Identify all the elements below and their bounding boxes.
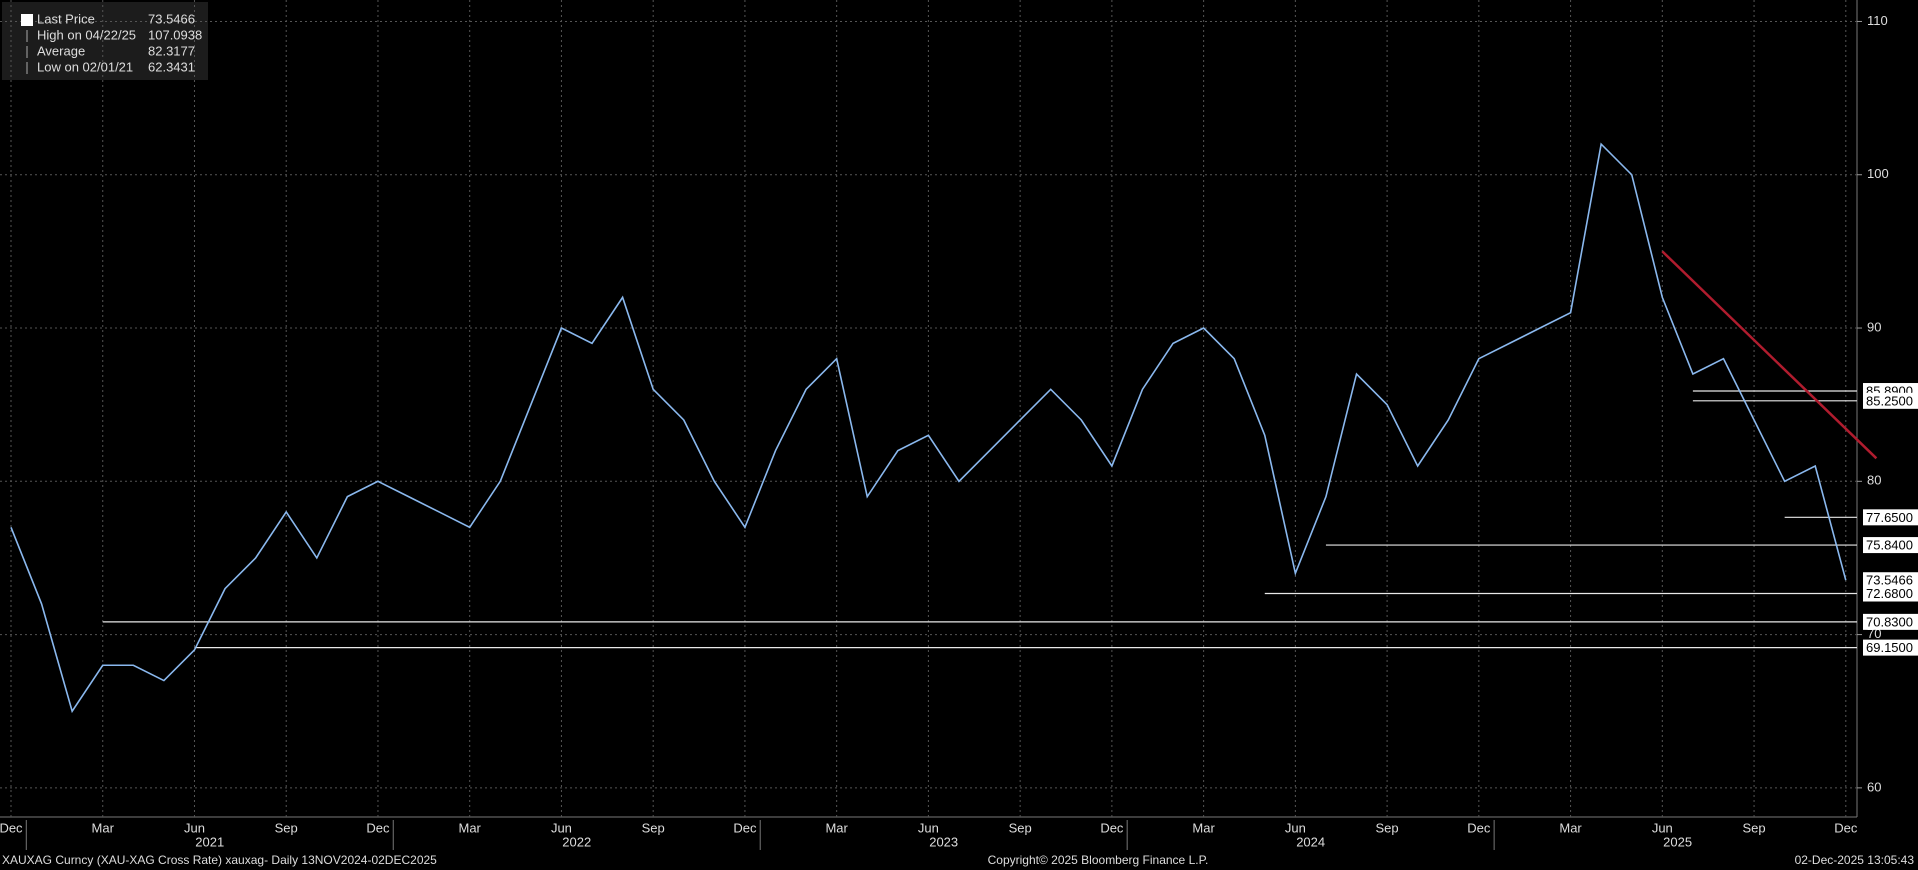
level-label: 72.6800 bbox=[1866, 586, 1913, 601]
x-tick-label: Mar bbox=[825, 820, 848, 835]
level-label: 75.8400 bbox=[1866, 538, 1913, 553]
year-label: 2022 bbox=[562, 834, 591, 849]
level-label-box bbox=[1863, 639, 1918, 656]
legend-value: 62.3431 bbox=[148, 59, 195, 74]
x-tick-label: Jun bbox=[184, 820, 205, 835]
level-label-box bbox=[1863, 572, 1918, 589]
year-label: 2021 bbox=[195, 834, 224, 849]
legend-value: 107.0938 bbox=[148, 27, 202, 42]
x-tick-label: Jun bbox=[918, 820, 939, 835]
y-tick-label: 90 bbox=[1867, 319, 1881, 334]
level-label-box bbox=[1863, 537, 1918, 554]
level-label: 77.6500 bbox=[1866, 510, 1913, 525]
x-tick-label: Jun bbox=[1285, 820, 1306, 835]
footer-center: Copyright© 2025 Bloomberg Finance L.P. bbox=[988, 853, 1209, 867]
x-tick-label: Sep bbox=[275, 820, 298, 835]
legend-name: Low on 02/01/21 bbox=[37, 59, 133, 74]
footer-left: XAUXAG Curncy (XAU-XAG Cross Rate) xauxa… bbox=[2, 853, 437, 867]
x-tick-label: Sep bbox=[1376, 820, 1399, 835]
y-tick-label: 110 bbox=[1867, 13, 1888, 28]
year-label: 2024 bbox=[1296, 834, 1325, 849]
footer-right: 02-Dec-2025 13:05:43 bbox=[1795, 853, 1915, 867]
legend-name: Last Price bbox=[37, 11, 95, 26]
x-tick-label: Jun bbox=[1652, 820, 1673, 835]
legend-name: High on 04/22/25 bbox=[37, 27, 136, 42]
x-tick-label: Dec bbox=[1834, 820, 1858, 835]
price-line bbox=[10, 142, 1847, 714]
year-label: 2023 bbox=[929, 834, 958, 849]
legend-value: 73.5466 bbox=[148, 11, 195, 26]
y-tick-label: 100 bbox=[1867, 166, 1889, 181]
legend-box bbox=[2, 2, 208, 80]
x-tick-label: Dec bbox=[0, 820, 23, 835]
x-tick-label: Mar bbox=[1559, 820, 1582, 835]
level-label: 85.2500 bbox=[1866, 393, 1913, 408]
level-label: 73.5466 bbox=[1866, 573, 1913, 588]
level-label-box bbox=[1863, 613, 1918, 630]
legend-name: Average bbox=[37, 43, 85, 58]
x-tick-label: Sep bbox=[642, 820, 665, 835]
trend-line bbox=[1661, 250, 1878, 460]
x-tick-label: Mar bbox=[1192, 820, 1215, 835]
level-label: 70.8300 bbox=[1866, 614, 1913, 629]
legend-swatch bbox=[21, 14, 33, 26]
x-tick-label: Jun bbox=[551, 820, 572, 835]
level-label: 69.1500 bbox=[1866, 640, 1913, 655]
x-tick-label: Mar bbox=[459, 820, 482, 835]
year-label: 2025 bbox=[1663, 834, 1692, 849]
x-tick-label: Dec bbox=[1467, 820, 1491, 835]
y-tick-label: 60 bbox=[1867, 779, 1881, 794]
x-tick-label: Mar bbox=[92, 820, 115, 835]
level-label-box bbox=[1863, 509, 1918, 526]
level-label-box bbox=[1863, 392, 1918, 409]
x-tick-label: Dec bbox=[1100, 820, 1124, 835]
y-tick-label: 80 bbox=[1867, 473, 1881, 488]
x-tick-label: Dec bbox=[733, 820, 757, 835]
x-tick-label: Dec bbox=[366, 820, 390, 835]
x-tick-label: Sep bbox=[1009, 820, 1032, 835]
x-tick-label: Sep bbox=[1742, 820, 1765, 835]
level-label-box bbox=[1863, 585, 1918, 602]
legend-value: 82.3177 bbox=[148, 43, 195, 58]
